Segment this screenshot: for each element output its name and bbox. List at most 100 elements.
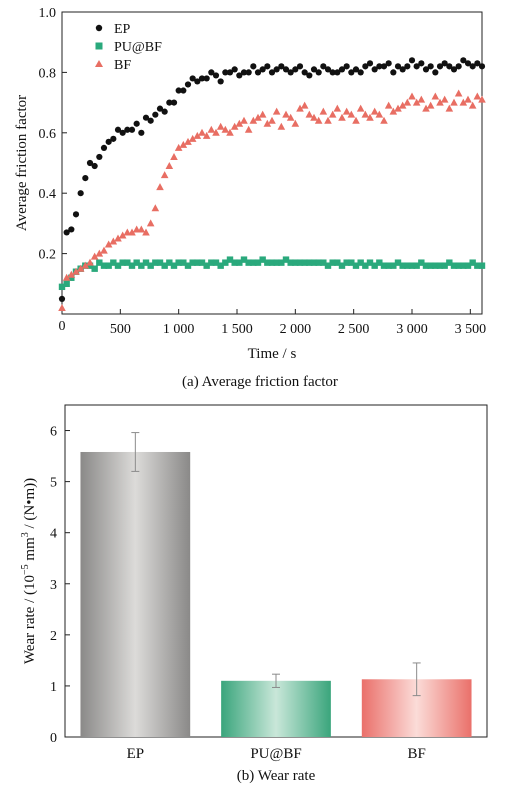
point-ep: [175, 87, 182, 94]
point-pu-bf: [413, 262, 420, 269]
point-pu-bf: [68, 274, 75, 281]
point-pu-bf: [474, 262, 481, 269]
point-ep: [278, 63, 285, 70]
point-bf: [431, 92, 440, 100]
point-bf: [254, 113, 262, 121]
point-ep: [446, 63, 453, 70]
point-pu-bf: [343, 259, 350, 266]
point-pu-bf: [203, 262, 210, 269]
point-ep: [474, 60, 481, 67]
chart-b-xtick-label: PU@BF: [250, 746, 301, 762]
point-pu-bf: [96, 259, 103, 266]
point-ep: [128, 126, 136, 133]
legend-marker-ep: [95, 24, 103, 32]
point-pu-bf: [460, 262, 467, 269]
point-bf: [212, 128, 220, 136]
point-ep: [72, 211, 80, 218]
point-pu-bf: [310, 259, 318, 266]
point-ep: [352, 66, 360, 73]
point-bf: [198, 128, 206, 136]
point-pu-bf: [58, 283, 66, 291]
point-ep: [390, 69, 397, 76]
point-ep: [170, 99, 178, 106]
point-bf: [156, 183, 164, 191]
point-bf: [76, 264, 85, 272]
point-bf: [268, 116, 276, 124]
chart-a-ytick-label: 0.8: [39, 66, 57, 81]
point-pu-bf: [306, 259, 313, 266]
point-pu-bf: [250, 259, 257, 266]
point-pu-bf: [208, 259, 215, 266]
chart-b-xtick-label: EP: [127, 746, 145, 762]
point-pu-bf: [296, 259, 304, 266]
point-ep: [161, 108, 168, 115]
chart-b-ytick-label: 0: [50, 731, 57, 746]
point-bf: [230, 122, 239, 130]
chart-b-ytick-label: 3: [50, 578, 57, 593]
point-bf: [62, 273, 71, 281]
point-bf: [347, 110, 356, 118]
point-bf: [394, 104, 402, 112]
point-bf: [328, 110, 337, 118]
point-ep: [217, 78, 224, 85]
point-bf: [170, 152, 178, 160]
point-pu-bf: [324, 262, 332, 269]
point-ep: [320, 63, 327, 70]
point-pu-bf: [418, 259, 425, 266]
point-bf: [142, 228, 150, 236]
point-ep: [82, 175, 89, 182]
point-ep: [348, 69, 355, 76]
point-pu-bf: [371, 262, 378, 269]
point-pu-bf: [189, 259, 196, 266]
point-ep: [166, 99, 173, 106]
point-pu-bf: [357, 259, 364, 266]
point-bf: [104, 240, 113, 248]
point-bf: [244, 125, 253, 133]
point-bf: [291, 119, 300, 127]
point-ep: [203, 75, 210, 82]
point-pu-bf: [315, 259, 322, 266]
point-pu-bf: [352, 262, 360, 269]
point-bf: [179, 140, 188, 148]
point-pu-bf: [128, 262, 136, 269]
legend-label-pu-bf: PU@BF: [114, 40, 162, 55]
point-bf: [459, 98, 468, 106]
chart-b-ylabel: Wear rate / (10−5 mm3 / (N•m)): [20, 478, 38, 664]
point-pu-bf: [63, 280, 70, 287]
point-pu-bf: [212, 259, 220, 266]
point-ep: [441, 60, 448, 67]
point-ep: [385, 60, 392, 67]
bar-ep: [80, 451, 191, 737]
chart-a-xtick-label: 3 000: [396, 322, 428, 337]
point-bf: [221, 125, 230, 133]
chart-b-ytick-label: 6: [50, 425, 57, 440]
point-pu-bf: [348, 259, 355, 266]
point-ep: [287, 69, 294, 76]
point-pu-bf: [301, 259, 308, 266]
legend-marker-pu-bf: [95, 42, 103, 50]
chart-a: 500 1 000 1 500 2 000 2 500 3 000 3 500 0.2 0.4 0…: [14, 6, 486, 390]
chart-a-caption: (a) Average friction factor: [182, 374, 338, 390]
point-ep: [399, 66, 406, 73]
point-bf: [422, 104, 430, 112]
point-ep: [138, 129, 145, 136]
point-bf: [310, 113, 318, 121]
point-bf: [184, 137, 192, 145]
point-ep: [114, 126, 122, 133]
point-ep: [315, 69, 322, 76]
point-ep: [478, 63, 486, 70]
bar-pu-bf: [221, 680, 331, 737]
point-bf: [72, 267, 80, 275]
point-ep: [259, 66, 266, 73]
point-pu-bf: [226, 256, 234, 263]
point-pu-bf: [380, 262, 388, 269]
point-bf: [58, 303, 66, 311]
point-pu-bf: [217, 262, 224, 269]
point-pu-bf: [236, 259, 243, 266]
chart-a-ylabel: Average friction factor: [14, 95, 30, 231]
point-bf: [165, 162, 174, 170]
point-bf: [90, 252, 99, 260]
point-ep: [212, 72, 220, 79]
point-bf: [389, 107, 398, 115]
point-bf: [417, 95, 426, 103]
